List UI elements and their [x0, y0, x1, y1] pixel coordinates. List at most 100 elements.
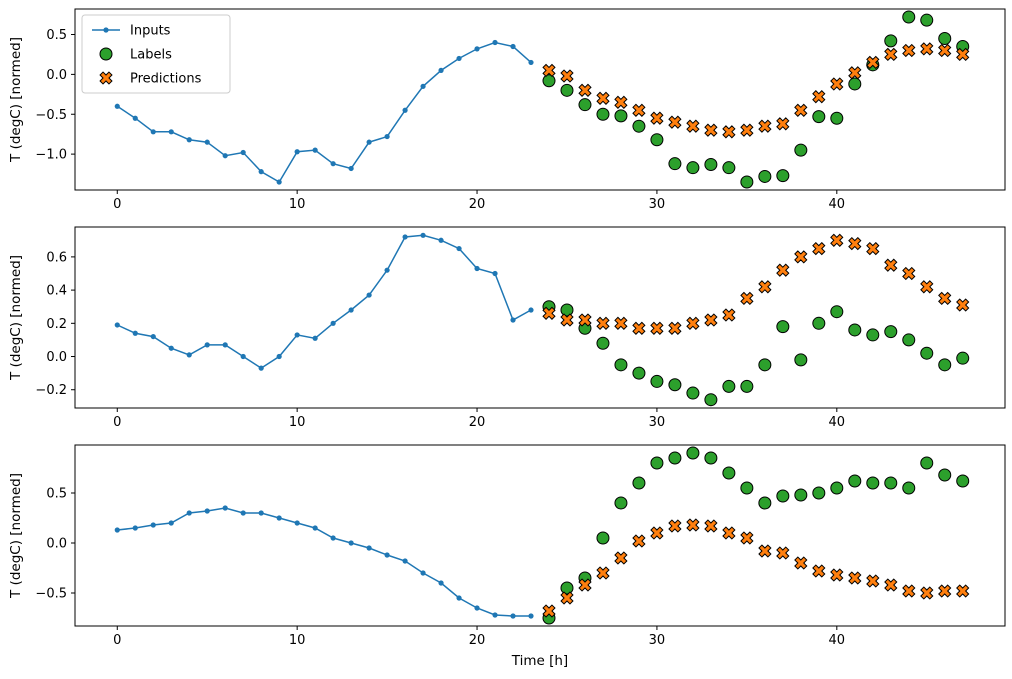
label-circle-marker [866, 476, 880, 490]
prediction-x-marker [812, 564, 826, 578]
label-circle-marker [956, 351, 970, 365]
label-circle-marker [614, 109, 628, 123]
inputs-point-marker [366, 139, 372, 145]
y-axis-label: T (degC) [normed] [8, 37, 24, 163]
inputs-point-marker [150, 522, 156, 528]
inputs-point-marker [348, 165, 354, 172]
label-circle-marker [830, 305, 844, 319]
label-circle-marker [794, 488, 808, 502]
label-circle-marker [956, 474, 970, 488]
prediction-x-marker [668, 115, 682, 129]
inputs-point-marker [402, 558, 408, 564]
prediction-x-marker [560, 591, 574, 605]
y-tick-label: 0.5 [46, 487, 67, 502]
label-circle-marker [794, 143, 808, 157]
prediction-x-marker [830, 77, 844, 91]
x-tick-label: 30 [649, 197, 666, 212]
prediction-x-marker [866, 55, 880, 70]
prediction-x-marker [740, 531, 754, 545]
prediction-x-marker [776, 546, 790, 560]
label-circle-marker [632, 366, 646, 380]
prediction-x-marker [794, 103, 808, 117]
inputs-point-marker [186, 510, 192, 516]
prediction-x-marker [830, 568, 844, 582]
legend: Inputs Labels Predictions [81, 14, 231, 94]
label-circle-marker [596, 107, 610, 121]
y-tick-label: 0.0 [46, 350, 67, 365]
inputs-point-marker [384, 552, 390, 558]
series-labels [542, 300, 970, 407]
inputs-point-marker [348, 307, 354, 313]
label-circle-marker [938, 32, 952, 46]
inputs-point-marker [204, 342, 210, 348]
prediction-x-marker [902, 584, 916, 598]
prediction-x-marker [722, 308, 736, 322]
prediction-x-marker [812, 90, 826, 104]
prediction-x-marker [704, 313, 718, 327]
inputs-point-marker [204, 139, 210, 145]
label-circle-marker [614, 358, 628, 372]
prediction-x-marker [740, 291, 754, 306]
prediction-x-marker [830, 233, 844, 247]
prediction-x-marker [542, 306, 556, 320]
inputs-point-marker [438, 67, 444, 73]
prediction-x-marker [956, 47, 970, 62]
label-circle-marker [938, 358, 952, 372]
inputs-point-marker [186, 352, 192, 358]
inputs-point-marker [492, 270, 498, 277]
x-tick-label: 10 [289, 415, 306, 430]
prediction-x-marker [686, 316, 700, 330]
inputs-point-marker [402, 107, 408, 113]
label-circle-marker [776, 489, 790, 503]
prediction-x-marker [848, 571, 862, 585]
label-circle-marker [848, 323, 862, 337]
prediction-x-marker [758, 544, 772, 558]
label-circle-marker [902, 333, 916, 347]
inputs-point-marker [276, 515, 282, 521]
prediction-x-marker [614, 316, 628, 330]
subplot-3: 0 10 20 30 40 0.5 0.0 −0.5 T (degC) [normed] Time… [8, 444, 1006, 669]
label-circle-marker [686, 446, 700, 460]
label-circle-marker [722, 466, 736, 480]
inputs-point-marker [312, 335, 318, 341]
label-circle-marker [686, 386, 700, 400]
prediction-x-marker [938, 43, 952, 58]
label-circle-marker [632, 476, 646, 490]
subplot-2: 0 10 20 30 40 0.6 0.4 0.2 0.0 −0.2 T (degC) [norme… [8, 226, 1006, 430]
prediction-x-marker [794, 250, 808, 264]
label-circle-marker [776, 169, 790, 183]
inputs-point-marker [150, 129, 156, 135]
inputs-point-marker [528, 613, 534, 619]
label-circle-marker [614, 496, 628, 510]
prediction-x-marker [794, 556, 808, 570]
prediction-x-marker [884, 258, 898, 272]
prediction-x-marker [956, 584, 970, 598]
x-tick-label: 30 [649, 633, 666, 648]
prediction-x-marker [650, 111, 664, 125]
x-tick-label: 40 [829, 197, 846, 212]
series-predictions [542, 42, 970, 139]
label-circle-marker [740, 481, 754, 495]
prediction-x-marker [632, 103, 646, 117]
prediction-x-marker [614, 95, 628, 109]
label-circle-marker [920, 456, 934, 470]
inputs-point-marker [168, 129, 174, 135]
label-circle-marker [650, 133, 664, 147]
inputs-line [116, 41, 532, 184]
series-inputs [114, 505, 534, 619]
label-circle-marker [758, 358, 772, 372]
y-tick-label: 0.6 [46, 250, 67, 265]
label-circle-marker [632, 119, 646, 133]
label-circle-marker [722, 379, 736, 393]
y-tick-label: −0.5 [35, 587, 67, 602]
inputs-point-marker [474, 605, 480, 611]
inputs-point-marker [492, 612, 498, 618]
prediction-x-marker [956, 298, 970, 312]
prediction-x-marker [668, 321, 682, 335]
label-circle-marker [848, 77, 862, 91]
inputs-point-marker [492, 39, 498, 46]
prediction-x-marker [920, 42, 934, 56]
label-circle-marker [704, 157, 718, 171]
series-inputs [114, 232, 534, 371]
